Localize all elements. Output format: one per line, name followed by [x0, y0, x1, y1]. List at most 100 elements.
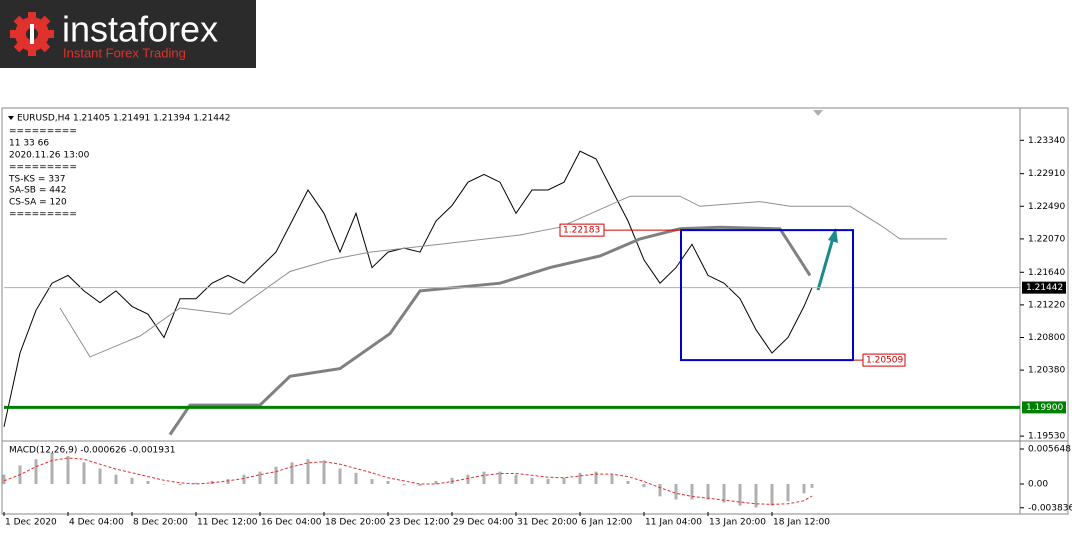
macd-bar — [418, 484, 422, 486]
chart-frame — [1, 107, 1069, 515]
price-line — [3, 150, 813, 427]
macd-bar — [402, 484, 406, 486]
macd-bar — [770, 484, 774, 506]
y-tick-label: 1.22910 — [1028, 169, 1065, 179]
y-tick-label: 1.20800 — [1028, 333, 1065, 343]
symbol-marker — [8, 116, 14, 120]
y-tick-label: 1.23340 — [1028, 136, 1065, 146]
macd-bar — [194, 482, 198, 484]
range-box — [680, 229, 854, 362]
y-tick-label: 1.22490 — [1028, 202, 1065, 212]
macd-bar — [338, 468, 342, 484]
x-tick-label: 4 Dec 04:00 — [69, 518, 124, 528]
x-tick-label: 11 Jan 04:00 — [645, 518, 702, 528]
macd-bar — [594, 471, 598, 484]
x-tick-label: 31 Dec 20:00 — [517, 518, 578, 528]
macd-bar — [450, 477, 454, 484]
macd-bar — [498, 471, 502, 484]
x-tick-label: 29 Dec 04:00 — [453, 518, 514, 528]
macd-bar — [354, 472, 358, 484]
box-bottom-label: 1.20509 — [866, 356, 903, 366]
info-line: EURUSD,H4 1.21405 1.21491 1.21394 1.2144… — [17, 114, 230, 124]
macd-bar — [706, 484, 710, 500]
x-tick-label: 18 Dec 20:00 — [325, 518, 386, 528]
y-tick-label: 0.005648 — [1028, 445, 1071, 455]
logo-brand: instaforex — [62, 9, 218, 50]
info-line: TS-KS = 337 — [8, 175, 66, 185]
macd-bar — [786, 484, 790, 502]
info-line: ========= — [9, 163, 77, 173]
macd-bar — [114, 474, 118, 484]
macd-bar — [754, 484, 758, 508]
x-tick-label: 6 Jan 12:00 — [581, 518, 633, 528]
price-line — [168, 225, 812, 436]
macd-bar — [482, 471, 486, 484]
y-tick-label: -0.003836 — [1028, 503, 1072, 513]
info-line: SA-SB = 442 — [9, 186, 66, 196]
macd-bar — [98, 468, 102, 484]
info-line: CS-SA = 120 — [9, 198, 67, 208]
macd-bar — [258, 471, 262, 484]
macd-bar — [802, 484, 806, 494]
macd-bar — [242, 474, 246, 484]
macd-bar — [530, 477, 534, 484]
x-tick-label: 16 Dec 04:00 — [261, 518, 322, 528]
info-line: ========= — [9, 127, 77, 137]
macd-bar — [386, 480, 390, 484]
macd-bar — [274, 466, 278, 484]
box-bottom-badge — [862, 353, 906, 367]
support-badge — [1022, 401, 1066, 414]
macd-bar — [226, 479, 230, 484]
macd-bar — [738, 484, 742, 506]
y-tick-label: 1.21220 — [1028, 300, 1065, 310]
macd-bar — [434, 480, 438, 484]
macd-bar — [162, 484, 166, 485]
signal-line — [3, 457, 813, 505]
price-line — [59, 195, 947, 358]
macd-bar — [722, 484, 726, 503]
logo: instaforex Instant Forex Trading — [0, 0, 256, 68]
x-tick-label: 1 Dec 2020 — [5, 518, 57, 528]
forecast-arrow-head — [828, 228, 838, 243]
y-tick-label: 1.20380 — [1028, 366, 1065, 376]
macd-bar — [810, 484, 814, 488]
macd-bar — [626, 480, 630, 484]
current-price-badge — [1022, 281, 1066, 294]
macd-bar — [546, 479, 550, 484]
macd-bar — [82, 462, 86, 484]
x-tick-label: 18 Jan 12:00 — [773, 518, 830, 528]
macd-bar — [658, 484, 662, 497]
macd-bar — [674, 484, 678, 500]
x-tick-label: 13 Jan 20:00 — [709, 518, 766, 528]
macd-bar — [290, 462, 294, 484]
y-tick-label: 1.22070 — [1028, 234, 1065, 244]
shift-marker — [813, 110, 823, 116]
box-top-label: 1.22183 — [563, 226, 600, 236]
macd-bar — [370, 479, 374, 484]
current-price-label: 1.21442 — [1026, 283, 1063, 293]
y-tick-label: 0.00 — [1028, 480, 1048, 490]
info-line: ========= — [9, 210, 77, 220]
macd-bar — [66, 456, 70, 484]
macd-bar — [34, 459, 38, 484]
macd-bar — [50, 453, 54, 484]
macd-bar — [466, 474, 470, 484]
macd-bar — [610, 474, 614, 484]
box-top-badge — [559, 223, 605, 237]
macd-bar — [178, 484, 182, 486]
macd-bar — [578, 472, 582, 484]
macd-bar — [306, 459, 310, 484]
macd-bar — [690, 484, 694, 500]
x-tick-label: 23 Dec 12:00 — [389, 518, 450, 528]
macd-bar — [2, 474, 6, 484]
macd-bar — [562, 477, 566, 484]
logo-gear — [10, 12, 54, 56]
macd-bar — [322, 460, 326, 484]
macd-title: MACD(12,26,9) -0.000626 -0.001931 — [9, 446, 175, 456]
macd-bar — [130, 477, 134, 484]
info-line: 2020.11.26 13:00 — [9, 151, 90, 161]
y-tick-label: 1.21640 — [1028, 268, 1065, 278]
logo-tagline: Instant Forex Trading — [63, 45, 186, 60]
macd-bar — [146, 480, 150, 484]
